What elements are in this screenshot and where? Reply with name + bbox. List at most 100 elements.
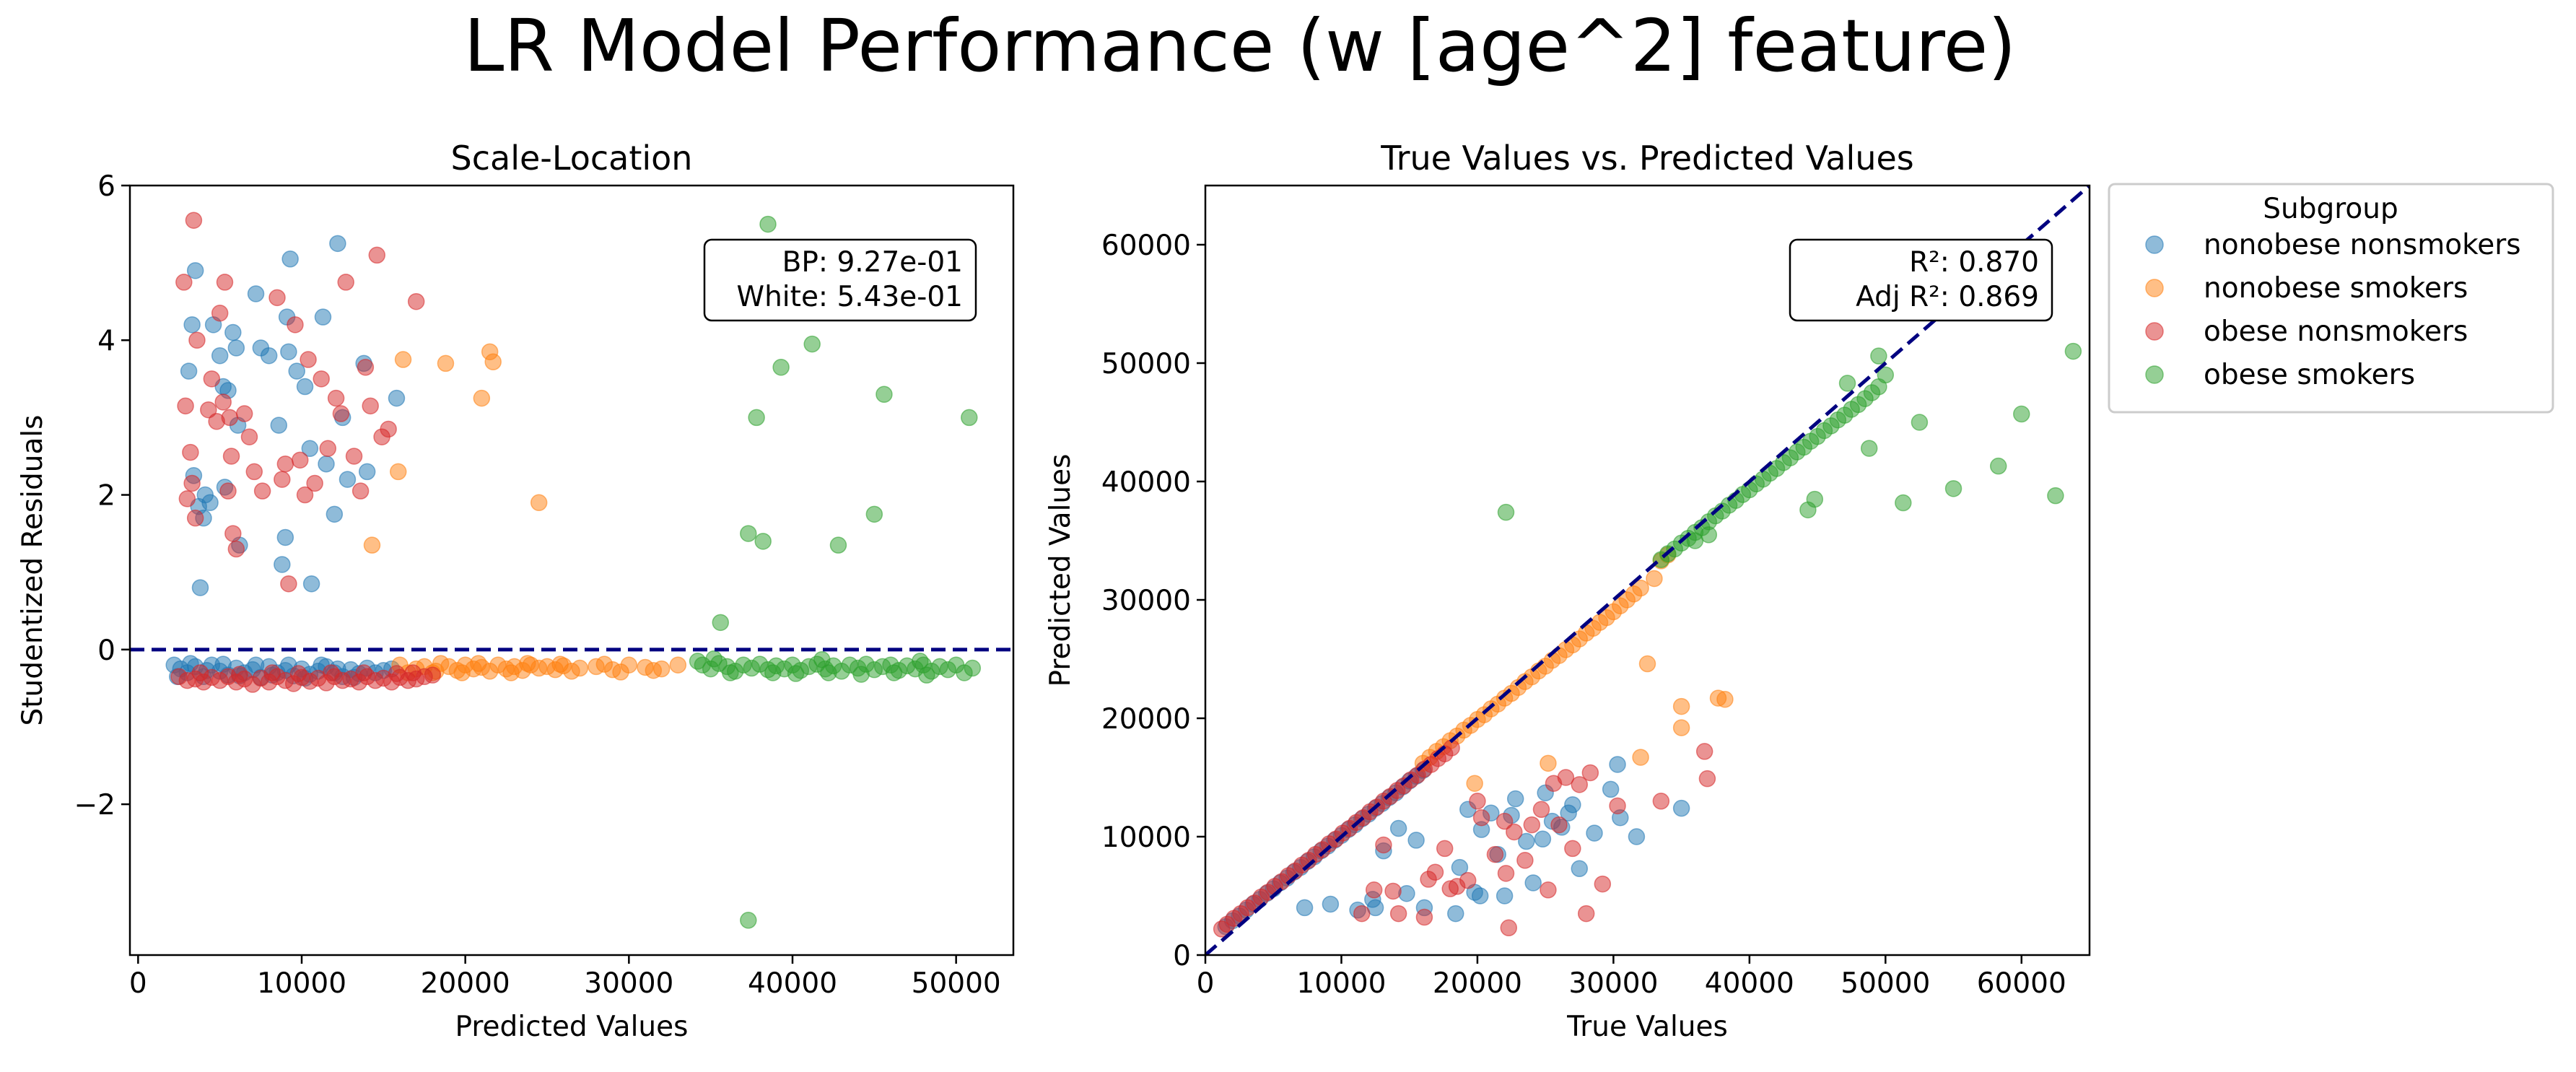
true-vs-predicted-point-nonobese-smokers: [1672, 719, 1690, 736]
scale-location-point-obese-smokers: [740, 525, 757, 542]
true-vs-predicted-x-tick-label: 30000: [1568, 967, 1658, 1000]
true-vs-predicted-point-nonobese-smokers: [1632, 579, 1649, 597]
scale-location-point-obese-nonsmokers: [280, 575, 297, 593]
true-vs-predicted-point-obese-nonsmokers: [1557, 769, 1575, 786]
scale-location-point-obese-nonsmokers: [268, 289, 286, 307]
true-vs-predicted-axes-frame: [1204, 184, 2091, 956]
scale-location-point-nonobese-nonsmokers: [191, 579, 209, 596]
true-vs-predicted-point-obese-nonsmokers: [1389, 905, 1407, 923]
scale-location-point-obese-nonsmokers: [332, 405, 350, 422]
scale-location-point-nonobese-smokers: [530, 494, 548, 512]
true-vs-predicted-point-nonobese-nonsmokers: [1447, 905, 1464, 923]
scale-location-point-obese-smokers: [787, 665, 805, 682]
scale-location-point-nonobese-nonsmokers: [326, 505, 344, 523]
scale-location-point-obese-nonsmokers: [224, 525, 242, 542]
scale-location-point-obese-nonsmokers: [182, 443, 199, 461]
true-vs-predicted-point-obese-smokers: [2064, 342, 2082, 360]
scale-location-point-obese-nonsmokers: [191, 664, 209, 681]
scale-location-point-nonobese-nonsmokers: [388, 389, 406, 407]
scale-location-y-tick-label: −2: [74, 789, 116, 822]
true-vs-predicted-point-obese-nonsmokers: [1516, 852, 1534, 869]
scale-location-stats-box: [703, 238, 977, 322]
true-vs-predicted-point-obese-nonsmokers: [1695, 743, 1713, 760]
legend-marker: [2145, 235, 2164, 254]
scale-location-point-obese-smokers: [852, 666, 870, 683]
scale-location-point-obese-nonsmokers: [291, 451, 309, 469]
scale-location-point-nonobese-nonsmokers: [314, 308, 332, 326]
scale-location-point-obese-nonsmokers: [300, 351, 317, 368]
true-vs-predicted-point-nonobese-nonsmokers: [1534, 830, 1552, 848]
scale-location-point-obese-nonsmokers: [235, 405, 253, 422]
true-vs-predicted-point-obese-smokers: [2013, 405, 2030, 423]
scale-location-point-nonobese-nonsmokers: [183, 316, 201, 334]
scale-location-point-nonobese-nonsmokers: [270, 417, 288, 434]
scale-location-point-nonobese-smokers: [502, 664, 520, 681]
scale-location-x-axis-label: Predicted Values: [455, 1011, 689, 1043]
scale-location-point-obese-smokers: [865, 505, 883, 523]
scale-location-y-axis-label: Studentized Residuals: [17, 415, 49, 726]
scale-location-point-obese-nonsmokers: [245, 463, 263, 481]
true-vs-predicted-x-axis-label: True Values: [1566, 1011, 1728, 1043]
legend-marker: [2145, 279, 2164, 297]
true-vs-predicted-point-obese-nonsmokers: [1353, 905, 1371, 923]
scale-location-point-nonobese-nonsmokers: [358, 463, 376, 481]
scale-location-point-obese-nonsmokers: [216, 274, 234, 291]
true-vs-predicted-y-tick-label: 10000: [1101, 822, 1191, 854]
true-vs-predicted-x-tick-label: 0: [1197, 967, 1215, 1000]
scale-location-point-nonobese-smokers: [645, 661, 663, 679]
scale-location-point-nonobese-nonsmokers: [280, 343, 297, 361]
true-vs-predicted-point-obese-smokers: [1895, 494, 1912, 512]
scale-location-point-nonobese-smokers: [484, 353, 502, 371]
scale-location-point-obese-nonsmokers: [319, 440, 337, 458]
scale-location-point-obese-nonsmokers: [231, 666, 248, 683]
scale-location-point-nonobese-smokers: [595, 655, 614, 673]
scale-location-x-tick-label: 40000: [748, 967, 837, 1000]
true-vs-predicted-point-obese-smokers: [1989, 457, 2007, 475]
true-vs-predicted-point-obese-nonsmokers: [1375, 836, 1392, 854]
figure-title: LR Model Performance (w [age^2] feature): [464, 4, 2017, 88]
scale-location-point-obese-nonsmokers: [323, 664, 340, 681]
scale-location-point-obese-nonsmokers: [227, 540, 245, 558]
true-vs-predicted-point-obese-nonsmokers: [1540, 881, 1557, 899]
true-vs-predicted-point-obese-nonsmokers: [1415, 908, 1433, 926]
true-vs-predicted-x-tick-label: 40000: [1705, 967, 1794, 1000]
scale-location-point-obese-nonsmokers: [357, 359, 375, 376]
scale-location-x-tick-label: 50000: [912, 967, 1001, 1000]
legend-marker: [2145, 365, 2164, 384]
scale-location-point-obese-nonsmokers: [368, 246, 386, 264]
scale-location-point-nonobese-nonsmokers: [296, 378, 314, 396]
legend-label: obese nonsmokers: [2204, 315, 2468, 348]
scale-location-point-nonobese-smokers: [470, 655, 487, 672]
scale-location-point-obese-smokers: [876, 385, 893, 404]
scale-location-point-obese-nonsmokers: [404, 664, 422, 681]
true-vs-predicted-y-tick-label: 30000: [1101, 585, 1191, 617]
scale-location-point-obese-nonsmokers: [352, 482, 370, 500]
scale-location-y-tick-label: 4: [97, 325, 115, 357]
true-vs-predicted-point-nonobese-nonsmokers: [1506, 790, 1524, 808]
scale-location-point-obese-nonsmokers: [214, 393, 232, 411]
true-vs-predicted-point-obese-nonsmokers: [1472, 809, 1490, 827]
scale-location-point-nonobese-smokers: [669, 656, 687, 674]
true-vs-predicted-point-nonobese-smokers: [1716, 691, 1734, 708]
true-vs-predicted-point-obese-smokers: [1806, 490, 1824, 508]
true-vs-predicted-x-tick-label: 10000: [1296, 967, 1386, 1000]
scale-location-point-nonobese-nonsmokers: [281, 250, 299, 268]
scale-location-point-obese-nonsmokers: [240, 428, 258, 445]
scale-location-point-obese-smokers: [772, 359, 790, 376]
scale-location-point-obese-smokers: [712, 614, 730, 632]
true-vs-predicted-point-obese-nonsmokers: [1497, 865, 1515, 882]
true-vs-predicted-point-nonobese-smokers: [1638, 655, 1656, 673]
true-vs-predicted-y-tick-label: 20000: [1101, 703, 1191, 736]
scale-location-point-nonobese-nonsmokers: [318, 455, 335, 473]
scale-location-point-obese-smokers: [740, 912, 757, 929]
scale-location-point-obese-smokers: [722, 664, 739, 681]
true-vs-predicted-point-nonobese-nonsmokers: [1560, 804, 1577, 822]
true-vs-predicted-point-nonobese-nonsmokers: [1609, 756, 1626, 773]
legend-label: nonobese smokers: [2204, 272, 2468, 305]
scale-location-point-nonobese-nonsmokers: [201, 494, 219, 512]
scale-location-y-tick-label: 0: [97, 635, 115, 667]
scale-location-point-obese-nonsmokers: [177, 397, 194, 415]
true-vs-predicted-point-obese-nonsmokers: [1496, 812, 1514, 830]
true-vs-predicted-point-obese-nonsmokers: [1436, 840, 1454, 858]
true-vs-predicted-y-axis-label: Predicted Values: [1044, 454, 1077, 687]
